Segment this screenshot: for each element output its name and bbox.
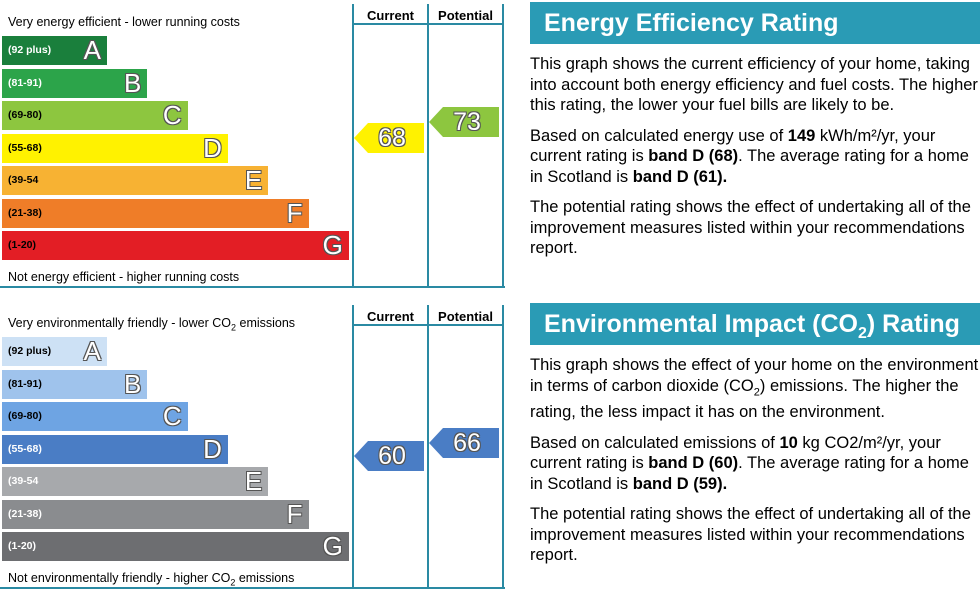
rating-band-e: (39-54 E xyxy=(2,466,269,496)
band-letter: B xyxy=(123,67,142,98)
rating-band-a: (92 plus) A xyxy=(2,337,107,366)
band-letter: C xyxy=(162,401,182,431)
band-letter: D xyxy=(203,433,222,464)
band-range: (81-91) xyxy=(8,377,42,390)
potential-rating-arrow: 73 xyxy=(429,107,499,137)
band-letter: E xyxy=(244,165,263,195)
band-range: (92 plus) xyxy=(8,345,52,357)
rating-band-d: (55-68) D xyxy=(2,132,228,163)
band-range: (81-91) xyxy=(8,76,42,89)
panel-title: Energy Efficiency Rating xyxy=(530,2,980,44)
rating-band-b: (81-91) B xyxy=(2,67,148,98)
band-range: (55-68) xyxy=(8,442,42,455)
current-column-header: Current xyxy=(367,8,414,23)
band-range: (69-80) xyxy=(8,109,42,121)
panel-paragraph: Based on calculated energy use of 149 kW… xyxy=(530,126,969,186)
panel-paragraph: The potential rating shows the effect of… xyxy=(530,505,971,565)
band-letter: F xyxy=(286,498,303,529)
rating-band-e: (39-54 E xyxy=(2,165,269,195)
band-range: (39-54 xyxy=(8,174,39,186)
panel-paragraph: This graph shows the current efficiency … xyxy=(530,55,978,114)
band-letter: E xyxy=(244,466,263,496)
top-label: Very energy efficient - lower running co… xyxy=(8,15,240,29)
band-letter: B xyxy=(123,368,142,399)
band-letter: G xyxy=(322,531,343,561)
band-letter: A xyxy=(83,35,101,65)
current-column-header: Current xyxy=(367,309,414,324)
rating-band-d: (55-68) D xyxy=(2,433,228,464)
rating-band-g: (1-20) G xyxy=(2,231,349,260)
band-range: (69-80) xyxy=(8,410,42,422)
band-range: (1-20) xyxy=(8,239,37,251)
bottom-label: Not energy efficient - higher running co… xyxy=(8,270,240,284)
panel-paragraph: Based on calculated emissions of 10 kg C… xyxy=(530,433,969,493)
band-range: (21-38) xyxy=(8,206,42,219)
potential-rating-value: 73 xyxy=(453,108,481,136)
rating-band-g: (1-20) G xyxy=(2,532,349,561)
band-range: (92 plus) xyxy=(8,44,52,56)
potential-column-header: Potential xyxy=(438,309,493,324)
rating-band-c: (69-80) C xyxy=(2,101,188,130)
band-letter: D xyxy=(203,132,222,163)
potential-rating-arrow: 66 xyxy=(429,428,499,458)
rating-band-b: (81-91) B xyxy=(2,368,148,399)
rating-band-a: (92 plus) A xyxy=(2,36,107,65)
environmental-description-panel: Environmental Impact (CO2) Rating This g… xyxy=(530,303,980,566)
panel-title: Environmental Impact (CO2) Rating xyxy=(530,303,980,345)
band-letter: F xyxy=(286,197,303,228)
current-rating-arrow: 60 xyxy=(354,441,424,471)
top-label: Very environmentally friendly - lower CO… xyxy=(8,316,296,333)
energy-rating-chart: Current Potential Very energy efficient … xyxy=(0,4,505,288)
rating-band-f: (21-38) F xyxy=(2,197,309,228)
current-rating-value: 68 xyxy=(378,124,406,152)
band-range: (1-20) xyxy=(8,540,37,552)
rating-band-f: (21-38) F xyxy=(2,498,309,529)
band-letter: C xyxy=(162,100,182,130)
current-rating-arrow: 68 xyxy=(354,123,424,153)
band-letter: A xyxy=(83,336,101,366)
panel-paragraph: The potential rating shows the effect of… xyxy=(530,198,971,257)
energy-description-panel: Energy Efficiency Rating This graph show… xyxy=(530,2,980,259)
potential-rating-value: 66 xyxy=(453,429,481,457)
potential-column-header: Potential xyxy=(438,8,493,23)
current-rating-value: 60 xyxy=(378,442,406,470)
band-range: (39-54 xyxy=(8,475,39,487)
band-range: (21-38) xyxy=(8,507,42,520)
bottom-label: Not environmentally friendly - higher CO… xyxy=(8,571,295,588)
band-range: (55-68) xyxy=(8,141,42,154)
environmental-impact-chart: Current Potential Very environmentally f… xyxy=(0,305,505,589)
rating-band-c: (69-80) C xyxy=(2,402,188,431)
panel-paragraph: This graph shows the effect of your home… xyxy=(530,356,979,422)
band-letter: G xyxy=(322,230,343,260)
